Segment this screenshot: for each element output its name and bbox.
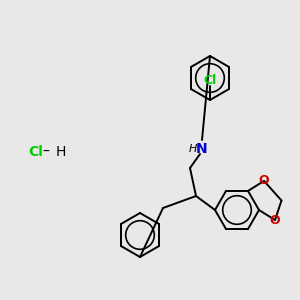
Text: Cl: Cl (28, 145, 43, 159)
Text: N: N (196, 142, 208, 156)
Text: O: O (270, 214, 280, 226)
Text: O: O (259, 174, 269, 188)
Text: Cl: Cl (203, 74, 217, 86)
Text: H: H (56, 145, 66, 159)
Text: –: – (43, 145, 50, 159)
Text: H: H (189, 144, 197, 154)
